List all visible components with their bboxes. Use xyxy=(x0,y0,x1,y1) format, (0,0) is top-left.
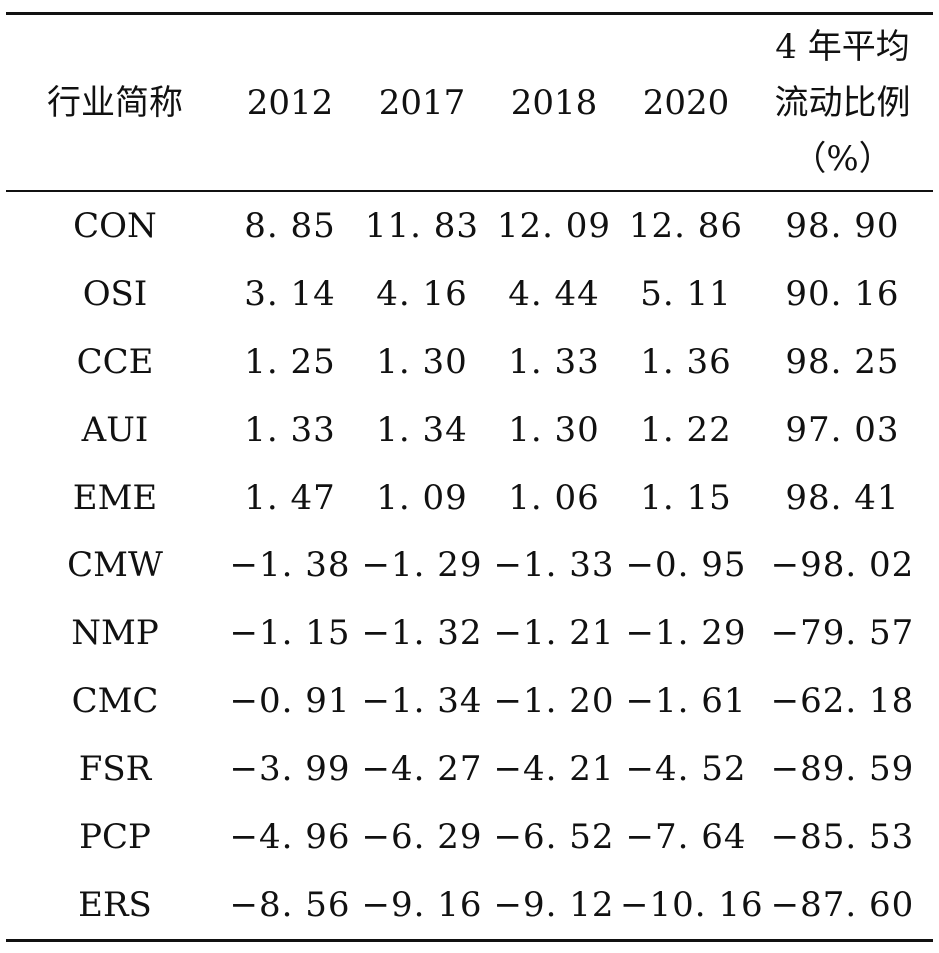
cell-year-2020: −1. 29 xyxy=(625,613,747,654)
cell-industry-abbr: EME xyxy=(72,477,158,518)
table-row: CMW −1. 38 −1. 29 −1. 33 −0. 95 −98. 02 xyxy=(6,531,933,599)
header-avg-flow-ratio: 4 年平均流动比例 （%） xyxy=(752,19,933,187)
cell-year-2018: 1. 06 xyxy=(508,477,600,518)
header-line: 4 年平均 xyxy=(775,26,910,67)
table-body: CON 8. 85 11. 83 12. 09 12. 86 98. 90 OSI 3. 14… xyxy=(6,192,933,939)
cell-year-2018: −1. 20 xyxy=(493,681,615,722)
header-rule xyxy=(6,190,933,192)
cell-avg-flow-ratio: 98. 41 xyxy=(785,477,900,518)
table-row: ERS −8. 56 −9. 16 −9. 12 −10. 16 −87. 60 xyxy=(6,871,933,939)
cell-industry-abbr: OSI xyxy=(82,273,148,314)
cell-year-2020: −7. 64 xyxy=(625,816,747,857)
cell-industry-abbr: ERS xyxy=(78,884,152,925)
cell-year-2012: 1. 25 xyxy=(244,341,336,382)
table-row: CON 8. 85 11. 83 12. 09 12. 86 98. 90 xyxy=(6,192,933,260)
header-year-2018: 2018 xyxy=(510,82,598,123)
top-rule xyxy=(6,12,933,15)
table-row: AUI 1. 33 1. 34 1. 30 1. 22 97. 03 xyxy=(6,396,933,464)
cell-avg-flow-ratio: −98. 02 xyxy=(770,545,915,586)
header-industry-abbr: 行业简称 xyxy=(47,82,183,123)
cell-avg-flow-ratio: 98. 25 xyxy=(785,341,900,382)
cell-year-2020: −1. 61 xyxy=(625,681,747,722)
cell-year-2017: 1. 34 xyxy=(376,409,468,450)
table-row: CMC −0. 91 −1. 34 −1. 20 −1. 61 −62. 18 xyxy=(6,667,933,735)
cell-industry-abbr: CMW xyxy=(67,545,163,586)
cell-avg-flow-ratio: 97. 03 xyxy=(785,409,900,450)
cell-year-2018: −4. 21 xyxy=(493,749,615,790)
cell-year-2017: −9. 16 xyxy=(361,884,483,925)
cell-avg-flow-ratio: −85. 53 xyxy=(770,816,915,857)
cell-avg-flow-ratio: −87. 60 xyxy=(770,884,915,925)
table-row: OSI 3. 14 4. 16 4. 44 5. 11 90. 16 xyxy=(6,260,933,328)
cell-year-2017: 11. 83 xyxy=(364,205,480,246)
cell-year-2017: 4. 16 xyxy=(376,273,468,314)
cell-year-2017: −1. 32 xyxy=(361,613,483,654)
cell-year-2020: −0. 95 xyxy=(625,545,747,586)
cell-year-2018: 4. 44 xyxy=(508,273,600,314)
cell-avg-flow-ratio: 98. 90 xyxy=(785,205,900,246)
cell-year-2012: 8. 85 xyxy=(244,205,336,246)
cell-year-2018: −9. 12 xyxy=(493,884,615,925)
cell-year-2018: −6. 52 xyxy=(493,816,615,857)
cell-year-2018: 1. 33 xyxy=(508,341,600,382)
cell-industry-abbr: FSR xyxy=(78,749,152,790)
cell-year-2018: 1. 30 xyxy=(508,409,600,450)
table-row: FSR −3. 99 −4. 27 −4. 21 −4. 52 −89. 59 xyxy=(6,735,933,803)
header-year-2020: 2020 xyxy=(642,82,730,123)
cell-year-2020: 5. 11 xyxy=(640,273,732,314)
cell-year-2020: 1. 15 xyxy=(640,477,732,518)
cell-year-2017: 1. 09 xyxy=(376,477,468,518)
cell-avg-flow-ratio: −89. 59 xyxy=(770,749,915,790)
cell-avg-flow-ratio: 90. 16 xyxy=(785,273,900,314)
cell-year-2017: 1. 30 xyxy=(376,341,468,382)
cell-year-2018: −1. 21 xyxy=(493,613,615,654)
cell-year-2012: −0. 91 xyxy=(229,681,351,722)
cell-year-2012: 3. 14 xyxy=(244,273,336,314)
cell-year-2020: 1. 22 xyxy=(640,409,732,450)
table-row: EME 1. 47 1. 09 1. 06 1. 15 98. 41 xyxy=(6,464,933,532)
header-row: 行业简称 2012 2017 2018 2020 4 年平均流动比例 （%） xyxy=(6,15,933,190)
cell-year-2012: −8. 56 xyxy=(229,884,351,925)
cell-year-2012: −4. 96 xyxy=(229,816,351,857)
cell-year-2012: 1. 47 xyxy=(244,477,336,518)
cell-year-2017: −1. 29 xyxy=(361,545,483,586)
header-year-2017: 2017 xyxy=(378,82,466,123)
cell-avg-flow-ratio: −62. 18 xyxy=(770,681,915,722)
cell-year-2012: −1. 15 xyxy=(229,613,351,654)
cell-industry-abbr: CCE xyxy=(76,341,154,382)
bottom-rule xyxy=(6,938,933,942)
cell-industry-abbr: AUI xyxy=(81,409,149,450)
data-table: 行业简称 2012 2017 2018 2020 4 年平均流动比例 （%） CON 8. 8… xyxy=(6,12,933,942)
cell-year-2020: 1. 36 xyxy=(640,341,732,382)
cell-industry-abbr: PCP xyxy=(79,816,151,857)
table-row: NMP −1. 15 −1. 32 −1. 21 −1. 29 −79. 57 xyxy=(6,599,933,667)
cell-industry-abbr: CMC xyxy=(71,681,159,722)
cell-year-2012: −1. 38 xyxy=(229,545,351,586)
table-row: CCE 1. 25 1. 30 1. 33 1. 36 98. 25 xyxy=(6,328,933,396)
cell-year-2018: −1. 33 xyxy=(493,545,615,586)
cell-year-2018: 12. 09 xyxy=(496,205,612,246)
header-year-2012: 2012 xyxy=(246,82,334,123)
cell-year-2017: −1. 34 xyxy=(361,681,483,722)
cell-year-2012: 1. 33 xyxy=(244,409,336,450)
table-row: PCP −4. 96 −6. 29 −6. 52 −7. 64 −85. 53 xyxy=(6,803,933,871)
header-line: 流动比例 xyxy=(774,82,911,123)
cell-year-2017: −6. 29 xyxy=(361,816,483,857)
header-line: （%） xyxy=(792,138,893,179)
cell-industry-abbr: CON xyxy=(73,205,157,246)
cell-industry-abbr: NMP xyxy=(71,613,159,654)
cell-year-2020: 12. 86 xyxy=(628,205,744,246)
cell-avg-flow-ratio: −79. 57 xyxy=(770,613,915,654)
cell-year-2020: −4. 52 xyxy=(625,749,747,790)
cell-year-2020: −10. 16 xyxy=(620,884,764,925)
cell-year-2017: −4. 27 xyxy=(361,749,483,790)
cell-year-2012: −3. 99 xyxy=(229,749,351,790)
